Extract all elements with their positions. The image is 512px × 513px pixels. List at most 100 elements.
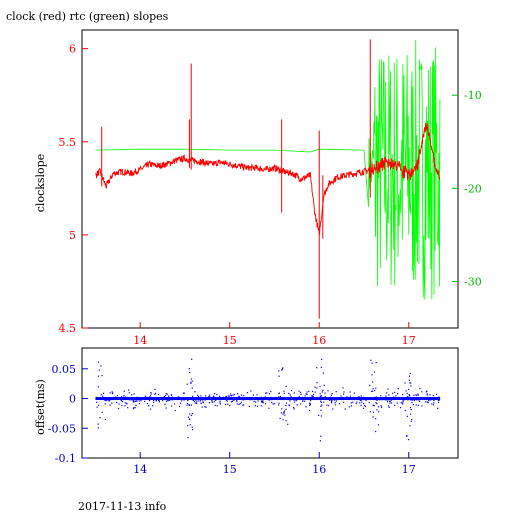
offset-point-179 [283, 411, 285, 413]
offset-point-470 [401, 403, 404, 405]
offset-point-11 [371, 390, 373, 393]
offset-point-415 [386, 400, 389, 403]
offset-point-454 [147, 398, 149, 400]
offset-point-166 [390, 399, 392, 401]
offset-point-603 [320, 395, 322, 397]
offset-point-670 [375, 396, 377, 398]
offset-point-60 [370, 397, 372, 400]
offset-point-453 [266, 392, 268, 394]
offset-point-105 [433, 399, 435, 401]
offset-point-262 [299, 397, 302, 399]
offset-point-694 [100, 365, 102, 367]
offset-point-608 [163, 395, 165, 398]
offset-point-279 [415, 404, 417, 406]
offset-point-316 [118, 403, 120, 405]
offset-point-628 [225, 396, 227, 398]
offset-point-191 [302, 398, 304, 400]
offset-point-579 [120, 399, 122, 401]
offset-point-236 [264, 403, 267, 405]
offset-point-69 [159, 397, 161, 399]
offset-point-289 [146, 396, 148, 398]
offset-point-48 [180, 398, 182, 400]
offset-point-73 [260, 400, 263, 402]
offset-point-158 [136, 396, 139, 398]
offset-point-521 [279, 417, 281, 420]
offset-point-171 [290, 390, 293, 392]
offset-point-626 [398, 397, 400, 399]
offset-point-273 [334, 402, 336, 404]
offset-point-585 [275, 397, 277, 400]
offset-point-595 [120, 399, 123, 402]
offset-point-581 [431, 403, 433, 405]
offset-point-296 [278, 402, 280, 404]
offset-point-291 [279, 395, 282, 398]
offset-point-447 [155, 398, 157, 401]
offset-point-202 [225, 395, 227, 398]
offset-point-357 [386, 392, 388, 394]
offset-point-503 [437, 407, 439, 409]
offset-point-233 [215, 399, 217, 401]
offset-point-461 [243, 395, 245, 397]
offset-point-625 [289, 394, 291, 396]
offset-point-333 [308, 398, 310, 400]
offset-point-243 [425, 391, 427, 393]
offset-point-125 [403, 399, 405, 401]
offset-point-629 [331, 392, 333, 395]
offset-point-662 [406, 434, 408, 437]
offset-point-484 [372, 404, 374, 406]
offset-point-583 [396, 402, 398, 404]
offset-point-462 [128, 399, 131, 401]
offset-point-77 [360, 404, 362, 406]
offset-point-124 [392, 392, 394, 394]
offset-point-134 [425, 401, 427, 403]
offset-point-7 [230, 401, 233, 403]
offset-point-435 [246, 397, 249, 400]
offset-point-394 [109, 397, 111, 399]
offset-point-205 [102, 392, 105, 394]
offset-point-24 [432, 404, 435, 406]
offset-point-539 [380, 405, 382, 407]
offset-point-648 [259, 397, 262, 399]
offset-point-211 [278, 370, 280, 372]
offset-point-533 [322, 398, 324, 400]
offset-point-406 [314, 386, 316, 388]
offset-point-598 [362, 407, 365, 409]
offset-point-180 [340, 395, 342, 397]
offset-point-381 [144, 400, 146, 403]
offset-point-254 [178, 405, 181, 408]
offset-point-164 [128, 392, 130, 394]
offset-point-458 [264, 392, 267, 394]
offset-point-437 [333, 397, 335, 399]
offset-point-74 [321, 398, 324, 400]
offset-point-618 [182, 398, 184, 400]
offset-point-564 [322, 372, 324, 374]
offset-point-40 [171, 399, 174, 401]
offset-point-613 [130, 399, 132, 401]
offset-point-72 [433, 399, 436, 401]
offset-point-587 [355, 397, 358, 399]
offset-point-495 [418, 399, 420, 401]
offset-point-244 [320, 401, 322, 403]
offset-point-226 [372, 388, 374, 390]
offset-point-651 [97, 375, 100, 377]
offset-point-182 [233, 399, 235, 401]
offset-point-78 [191, 426, 193, 428]
offset-point-659 [191, 358, 193, 360]
offset-point-568 [385, 399, 387, 401]
offset-point-397 [129, 399, 132, 401]
offset-point-131 [271, 401, 273, 404]
y-tick-label-2: 5.5 [59, 136, 77, 149]
offset-point-562 [229, 404, 231, 407]
offset-point-238 [257, 400, 259, 402]
offset-point-513 [181, 400, 183, 402]
offset-point-476 [127, 407, 129, 409]
offset-point-456 [419, 387, 421, 390]
offset-point-707 [188, 418, 191, 420]
offset-point-525 [384, 399, 386, 401]
offset-point-377 [128, 389, 130, 391]
offset-point-429 [124, 396, 127, 398]
offset-point-108 [305, 393, 307, 395]
offset-point-396 [270, 398, 272, 401]
offset-point-147 [372, 416, 374, 418]
offset-point-490 [219, 400, 221, 402]
